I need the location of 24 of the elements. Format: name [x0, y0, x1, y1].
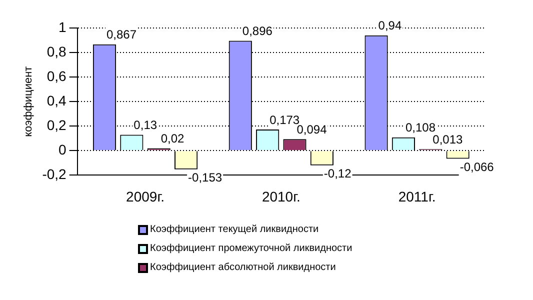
y-tick-label: 0,4 — [46, 92, 67, 108]
data-label: 0,896 — [242, 24, 273, 38]
data-label: -0,066 — [460, 160, 494, 174]
y-axis-title: коэффициент — [22, 66, 35, 137]
data-label: 0,02 — [160, 132, 185, 146]
legend-label: Коэффициент текущей ликвидности — [150, 223, 319, 237]
legend-label: Коэффициент промежуточной ликвидности — [150, 242, 352, 256]
x-tick-label: 2009г. — [126, 188, 164, 204]
data-label: -0,12 — [324, 166, 352, 181]
data-label: 0,108 — [405, 120, 436, 135]
data-label: 0,013 — [432, 132, 463, 146]
y-tick-label: 0,8 — [46, 43, 67, 60]
y-tick-label: 1 — [58, 18, 67, 35]
y-tick-label: 0 — [58, 142, 67, 158]
x-tick-label: 2011г. — [398, 188, 436, 204]
data-label: 0,94 — [378, 18, 402, 33]
data-label: 0,867 — [106, 28, 137, 42]
y-tick-label: 0,2 — [46, 116, 67, 133]
y-tick-label: -0,2 — [42, 166, 67, 182]
y-tick-label: 0,6 — [46, 68, 67, 84]
data-label: 0,13 — [134, 118, 158, 132]
legend-label: Коэффициент абсолютной ликвидности — [150, 261, 336, 275]
data-label: -0,153 — [188, 170, 222, 185]
x-tick-label: 2010г. — [262, 188, 300, 204]
